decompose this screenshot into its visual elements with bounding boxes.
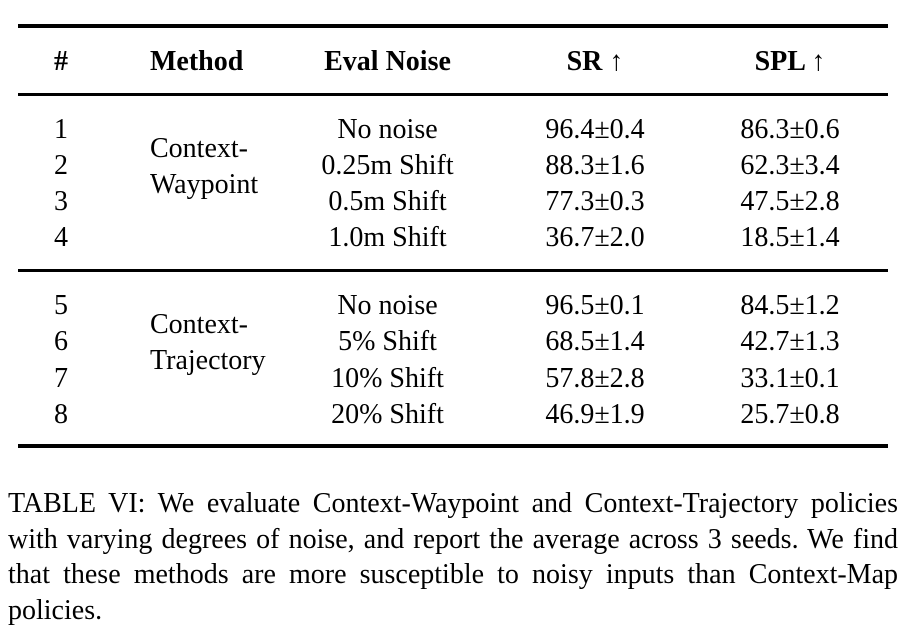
- row-num: 1: [54, 114, 68, 145]
- table-group-rule: [18, 269, 888, 272]
- row-spl: 33.1±0.1: [740, 363, 840, 394]
- row-spl: 42.7±1.3: [740, 326, 840, 357]
- row-num: 6: [54, 326, 68, 357]
- header-spl: SPL ↑: [754, 46, 826, 77]
- row-eval-noise: No noise: [337, 114, 438, 145]
- row-num: 3: [54, 186, 68, 217]
- row-sr: 46.9±1.9: [545, 399, 645, 430]
- table-caption: TABLE VI: We evaluate Context-Waypoint a…: [8, 486, 898, 628]
- row-sr: 36.7±2.0: [545, 222, 645, 253]
- method-context-trajectory: Context- Trajectory: [150, 307, 266, 379]
- row-eval-noise: 10% Shift: [331, 363, 444, 394]
- row-spl: 47.5±2.8: [740, 186, 840, 217]
- method-label-line2: Trajectory: [150, 345, 266, 376]
- header-sr: SR ↑: [566, 46, 624, 77]
- row-num: 7: [54, 363, 68, 394]
- header-method: Method: [150, 46, 244, 77]
- row-num: 4: [54, 222, 68, 253]
- row-sr: 77.3±0.3: [545, 186, 645, 217]
- row-sr: 68.5±1.4: [545, 326, 645, 357]
- row-num: 2: [54, 150, 68, 181]
- row-eval-noise: 0.25m Shift: [321, 150, 454, 181]
- header-eval-noise: Eval Noise: [324, 46, 451, 77]
- row-num: 5: [54, 290, 68, 321]
- row-spl: 18.5±1.4: [740, 222, 840, 253]
- row-eval-noise: No noise: [337, 290, 438, 321]
- caption-label: TABLE VI:: [8, 488, 146, 519]
- row-spl: 25.7±0.8: [740, 399, 840, 430]
- row-spl: 62.3±3.4: [740, 150, 840, 181]
- table-bottom-rule: [18, 444, 888, 448]
- method-label-line2: Waypoint: [150, 169, 259, 200]
- row-sr: 88.3±1.6: [545, 150, 645, 181]
- row-spl: 84.5±1.2: [740, 290, 840, 321]
- method-label-line1: Context-: [150, 309, 248, 340]
- method-label-line1: Context-: [150, 133, 248, 164]
- row-sr: 96.5±0.1: [545, 290, 645, 321]
- header-num: #: [54, 46, 68, 77]
- row-num: 8: [54, 399, 68, 430]
- table-header-rule: [18, 93, 888, 96]
- row-sr: 57.8±2.8: [545, 363, 645, 394]
- caption-text: We evaluate Context-Waypoint and Context…: [8, 488, 898, 626]
- row-eval-noise: 0.5m Shift: [328, 186, 447, 217]
- row-spl: 86.3±0.6: [740, 114, 840, 145]
- row-sr: 96.4±0.4: [545, 114, 645, 145]
- row-eval-noise: 20% Shift: [331, 399, 444, 430]
- row-eval-noise: 5% Shift: [338, 326, 437, 357]
- row-eval-noise: 1.0m Shift: [328, 222, 447, 253]
- table-top-rule: [18, 24, 888, 28]
- method-context-waypoint: Context- Waypoint: [150, 131, 258, 203]
